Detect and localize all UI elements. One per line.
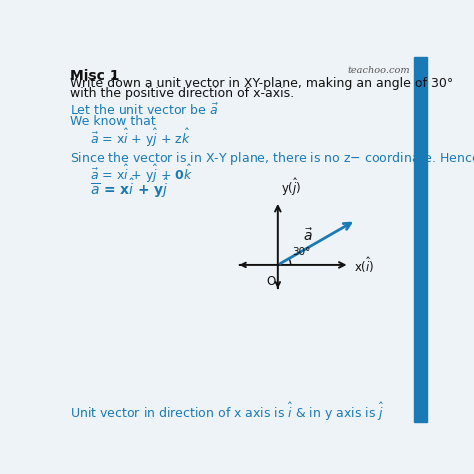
Text: We know that: We know that xyxy=(70,115,156,128)
Text: x($\hat{i}$): x($\hat{i}$) xyxy=(354,255,374,275)
Bar xyxy=(414,57,427,422)
Text: O: O xyxy=(266,275,276,288)
Text: $\vec{a}$ = x$\hat{i}$ + y$\hat{j}$ + z$\hat{k}$: $\vec{a}$ = x$\hat{i}$ + y$\hat{j}$ + z$… xyxy=(91,127,191,149)
Text: teachoo.com: teachoo.com xyxy=(347,66,410,75)
Text: Unit vector in direction of x axis is $\hat{i}$ & in y axis is $\hat{j}$: Unit vector in direction of x axis is $\… xyxy=(70,401,385,423)
Text: $\overline{a}$ = x$\hat{i}$ + y$\hat{j}$: $\overline{a}$ = x$\hat{i}$ + y$\hat{j}$ xyxy=(91,177,170,200)
Text: Misc 1: Misc 1 xyxy=(70,69,120,82)
Text: 30°: 30° xyxy=(292,247,310,257)
Text: with the positive direction of x-axis.: with the positive direction of x-axis. xyxy=(70,87,294,100)
Text: Write down a unit vector in XY-plane, making an angle of 30°: Write down a unit vector in XY-plane, ma… xyxy=(70,77,454,90)
Text: $\vec{a}$: $\vec{a}$ xyxy=(303,227,313,244)
Text: Let the unit vector be $\vec{a}$: Let the unit vector be $\vec{a}$ xyxy=(70,102,219,118)
Text: Since the vector is in X-Y plane, there is no z$-$ coordinate. Hence,: Since the vector is in X-Y plane, there … xyxy=(70,150,474,167)
Text: $\vec{a}$ = x$\hat{i}$ + y$\hat{j}$ + $\mathbf{0}\hat{k}$: $\vec{a}$ = x$\hat{i}$ + y$\hat{j}$ + $\… xyxy=(91,163,193,185)
Text: y($\hat{j}$): y($\hat{j}$) xyxy=(281,176,301,198)
